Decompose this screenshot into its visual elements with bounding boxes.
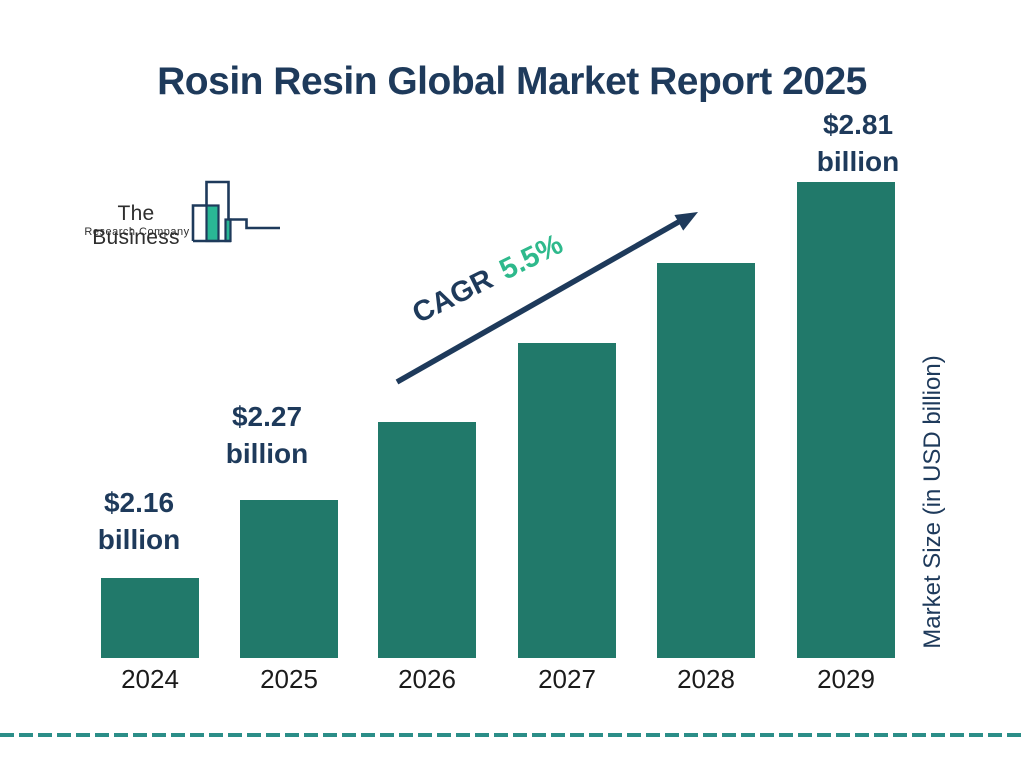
bar-2024 xyxy=(101,578,199,658)
x-tick-2027: 2027 xyxy=(538,664,596,694)
x-tick-2028: 2028 xyxy=(677,664,735,694)
cagr-label: CAGR xyxy=(407,263,499,330)
value-label-2029: $2.81 billion xyxy=(816,109,900,177)
bar-2028 xyxy=(657,263,755,658)
logo-name: The Business xyxy=(92,202,180,249)
logo-subname: Research Company xyxy=(84,226,190,238)
bar-2025 xyxy=(240,500,338,658)
bar-2026 xyxy=(378,422,476,658)
cagr-value: 5.5% xyxy=(494,228,569,287)
logo-barchart-icon xyxy=(191,180,280,243)
cagr-annotation: CAGR5.5% xyxy=(369,209,607,350)
y-axis-label: Market Size (in USD billion) xyxy=(919,355,946,649)
company-logo: The Business Research Company xyxy=(70,176,300,252)
x-tick-2024: 2024 xyxy=(121,664,179,694)
x-tick-2026: 2026 xyxy=(398,664,456,694)
x-tick-2025: 2025 xyxy=(260,664,318,694)
x-tick-2029: 2029 xyxy=(817,664,875,694)
page-title: Rosin Resin Global Market Report 2025 xyxy=(157,60,867,104)
value-label-2024: $2.16 billion xyxy=(97,487,181,555)
bar-2029 xyxy=(797,182,895,658)
value-label-2025: $2.27 billion xyxy=(225,401,309,469)
bar-2027 xyxy=(518,343,616,658)
